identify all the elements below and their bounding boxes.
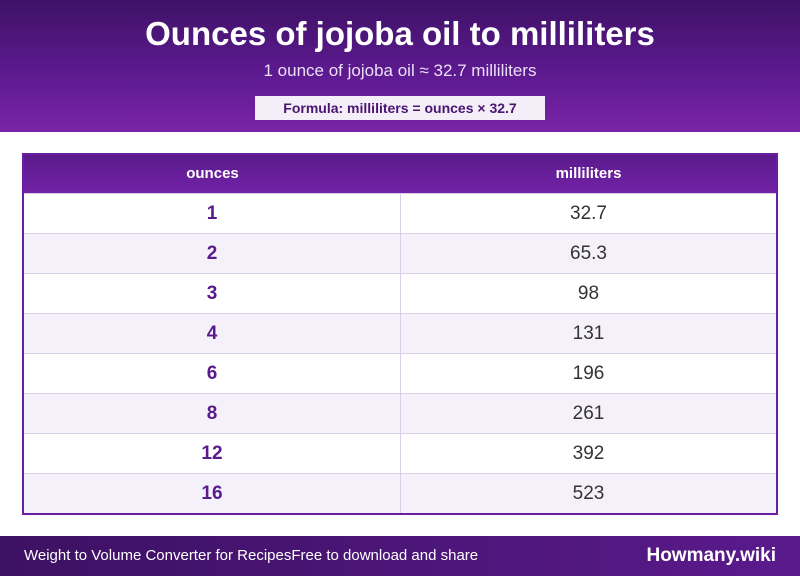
table-row: 6 196 bbox=[24, 353, 776, 393]
table-header: ounces milliliters bbox=[24, 155, 776, 193]
milliliters-cell: 32.7 bbox=[570, 203, 607, 224]
page-subtitle: 1 ounce of jojoba oil ≈ 32.7 milliliters bbox=[263, 61, 537, 80]
footer-tagline: Weight to Volume Converter for RecipesFr… bbox=[24, 547, 479, 564]
ounces-cell: 16 bbox=[24, 474, 401, 513]
header-banner: Ounces of jojoba oil to milliliters 1 ou… bbox=[0, 0, 800, 132]
formula-badge: Formula: milliliters = ounces × 32.7 bbox=[255, 96, 545, 120]
ounces-cell: 2 bbox=[24, 234, 401, 273]
milliliters-cell: 196 bbox=[572, 363, 605, 384]
table-row: 1 32.7 bbox=[24, 193, 776, 233]
ounces-cell: 1 bbox=[24, 194, 401, 233]
table-row: 16 523 bbox=[24, 473, 776, 513]
ounces-cell: 8 bbox=[24, 394, 401, 433]
footer-bar: Weight to Volume Converter for RecipesFr… bbox=[0, 536, 800, 576]
ounces-cell: 3 bbox=[24, 274, 401, 313]
table-row: 4 131 bbox=[24, 313, 776, 353]
milliliters-cell: 65.3 bbox=[570, 243, 607, 264]
milliliters-cell: 261 bbox=[572, 403, 605, 424]
table-row: 3 98 bbox=[24, 273, 776, 313]
ounces-cell: 4 bbox=[24, 314, 401, 353]
conversion-table: ounces milliliters 1 32.7 2 65.3 3 98 4 … bbox=[22, 153, 778, 515]
table-row: 2 65.3 bbox=[24, 233, 776, 273]
ounces-cell: 12 bbox=[24, 434, 401, 473]
table-row: 12 392 bbox=[24, 433, 776, 473]
milliliters-cell: 98 bbox=[577, 283, 600, 304]
page-title: Ounces of jojoba oil to milliliters bbox=[145, 15, 655, 52]
column-header-milliliters: milliliters bbox=[555, 165, 622, 182]
column-header-ounces: ounces bbox=[186, 165, 239, 182]
brand-logo-text[interactable]: Howmany.wiki bbox=[646, 545, 776, 566]
ounces-cell: 6 bbox=[24, 354, 401, 393]
milliliters-cell: 131 bbox=[572, 323, 605, 344]
table-row: 8 261 bbox=[24, 393, 776, 433]
milliliters-cell: 523 bbox=[572, 483, 605, 504]
milliliters-cell: 392 bbox=[572, 443, 605, 464]
